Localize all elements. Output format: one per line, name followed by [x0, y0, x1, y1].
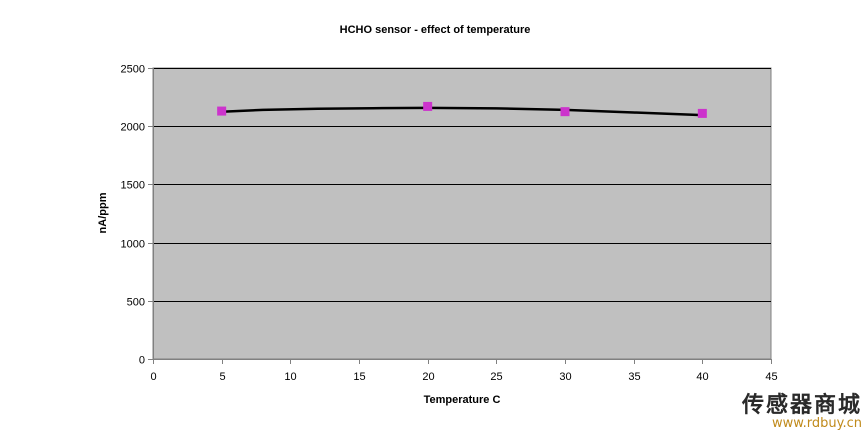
x-tick-label: 25	[490, 371, 502, 383]
x-tick-label: 0	[150, 371, 156, 383]
data-point	[423, 101, 433, 111]
y-axis-label: nA/ppm	[97, 192, 109, 233]
x-tick-label: 35	[628, 371, 640, 383]
data-points	[217, 101, 707, 118]
x-axis-label: Temperature C	[424, 394, 501, 406]
watermark-chinese: 传感器商城	[741, 392, 862, 418]
y-tick-label: 0	[139, 355, 145, 367]
axes	[153, 68, 771, 360]
x-tick-label: 15	[353, 371, 365, 383]
gridlines	[153, 68, 771, 302]
x-tick-label: 20	[422, 371, 434, 383]
x-tick-label: 30	[559, 371, 571, 383]
y-tick-label: 2500	[121, 64, 145, 76]
plot-area	[152, 67, 772, 360]
y-tick-label: 1000	[121, 239, 145, 251]
x-axis-ticks: 0 5 10 15 20 25 30 35 40 45	[150, 359, 778, 383]
data-point	[560, 107, 570, 117]
x-tick-label: 10	[284, 371, 296, 383]
watermark-url: www.rdbuy.cn	[772, 416, 862, 430]
y-tick-label: 2000	[121, 122, 145, 134]
data-point	[217, 106, 227, 116]
chart-title: HCHO sensor - effect of temperature	[340, 24, 531, 36]
x-tick-label: 45	[765, 371, 777, 383]
y-tick-label: 1500	[121, 180, 145, 192]
y-axis-ticks: 0 500 1000 1500 2000 2500	[121, 64, 153, 367]
y-tick-label: 500	[127, 297, 145, 309]
x-tick-label: 5	[219, 371, 225, 383]
data-point	[697, 108, 707, 118]
x-tick-label: 40	[696, 371, 708, 383]
